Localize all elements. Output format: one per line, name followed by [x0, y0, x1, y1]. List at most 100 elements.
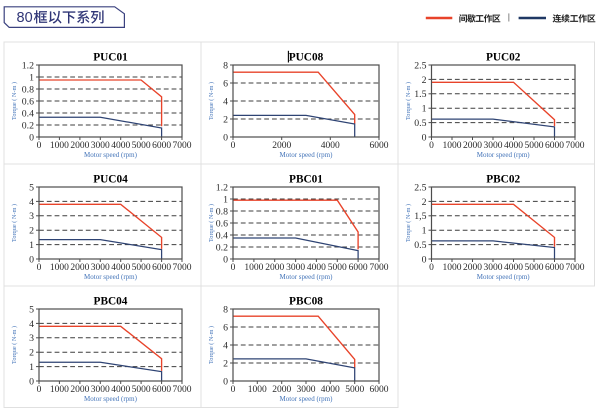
svg-text:2.5: 2.5 [414, 182, 426, 193]
svg-text:7000: 7000 [566, 263, 585, 273]
svg-text:1: 1 [29, 240, 34, 251]
svg-text:4000: 4000 [321, 385, 340, 395]
svg-text:2.5: 2.5 [414, 60, 426, 71]
svg-text:2: 2 [223, 114, 228, 125]
svg-text:5000: 5000 [132, 385, 151, 395]
svg-text:0.8: 0.8 [216, 206, 228, 217]
svg-text:2000: 2000 [70, 263, 89, 273]
svg-text:1000: 1000 [50, 141, 69, 151]
svg-text:Torque ( N-m ): Torque ( N-m ) [11, 82, 18, 120]
svg-text:1.2: 1.2 [22, 60, 34, 71]
svg-text:1: 1 [29, 72, 34, 83]
svg-text:2000: 2000 [70, 141, 89, 151]
svg-text:2000: 2000 [463, 263, 482, 273]
svg-text:5000: 5000 [132, 141, 151, 151]
svg-text:0: 0 [422, 132, 427, 143]
svg-text:4000: 4000 [111, 385, 130, 395]
svg-text:0: 0 [231, 385, 236, 395]
svg-text:0.8: 0.8 [22, 84, 34, 95]
svg-text:1000: 1000 [50, 263, 69, 273]
svg-text:2: 2 [422, 197, 427, 208]
svg-text:0.2: 0.2 [22, 120, 34, 131]
svg-text:0.6: 0.6 [216, 218, 228, 229]
svg-text:2000: 2000 [272, 141, 291, 151]
svg-text:0.6: 0.6 [22, 96, 34, 107]
svg-text:5000: 5000 [525, 263, 544, 273]
svg-text:5000: 5000 [345, 385, 364, 395]
svg-text:0: 0 [429, 263, 434, 273]
svg-text:0: 0 [29, 254, 34, 265]
svg-text:0: 0 [37, 141, 42, 151]
svg-text:0.5: 0.5 [414, 118, 426, 129]
svg-text:7000: 7000 [173, 385, 192, 395]
svg-text:0.5: 0.5 [414, 240, 426, 251]
svg-text:2000: 2000 [70, 385, 89, 395]
svg-text:Torque ( N-m ): Torque ( N-m ) [405, 82, 412, 120]
svg-text:PBC02: PBC02 [486, 174, 520, 186]
svg-text:5: 5 [29, 304, 34, 315]
svg-text:Motor speed (rpm): Motor speed (rpm) [280, 151, 334, 159]
svg-text:PUC04: PUC04 [93, 174, 128, 186]
svg-text:6000: 6000 [152, 385, 171, 395]
svg-text:1: 1 [422, 226, 427, 237]
svg-text:1.5: 1.5 [414, 89, 426, 100]
svg-text:Torque ( N-m ): Torque ( N-m ) [208, 326, 215, 364]
svg-text:1: 1 [29, 362, 34, 373]
svg-text:Torque ( N-m ): Torque ( N-m ) [208, 204, 215, 242]
svg-text:2: 2 [29, 348, 34, 359]
svg-text:1.2: 1.2 [216, 182, 228, 193]
svg-text:4000: 4000 [111, 141, 130, 151]
svg-text:1000: 1000 [443, 263, 462, 273]
svg-text:2000: 2000 [265, 263, 284, 273]
svg-text:6000: 6000 [370, 141, 389, 151]
svg-text:8: 8 [223, 304, 228, 315]
svg-text:4: 4 [223, 96, 228, 107]
svg-text:7000: 7000 [173, 263, 192, 273]
svg-text:3: 3 [29, 211, 34, 222]
svg-text:4000: 4000 [504, 263, 523, 273]
svg-text:Torque ( N-m ): Torque ( N-m ) [208, 82, 215, 120]
svg-text:6000: 6000 [349, 263, 368, 273]
svg-text:6: 6 [223, 322, 228, 333]
svg-text:2: 2 [422, 75, 427, 86]
svg-text:4: 4 [29, 197, 34, 208]
svg-text:0: 0 [231, 141, 236, 151]
svg-text:3000: 3000 [484, 141, 503, 151]
svg-text:2000: 2000 [272, 385, 291, 395]
svg-text:4000: 4000 [504, 141, 523, 151]
svg-text:3000: 3000 [286, 263, 305, 273]
svg-text:3000: 3000 [91, 141, 110, 151]
svg-text:4000: 4000 [321, 141, 340, 151]
svg-text:Motor speed (rpm): Motor speed (rpm) [84, 273, 138, 281]
svg-text:Motor speed (rpm): Motor speed (rpm) [477, 151, 531, 159]
svg-text:6000: 6000 [152, 141, 171, 151]
svg-text:0.2: 0.2 [216, 242, 228, 253]
svg-text:1000: 1000 [244, 263, 263, 273]
svg-text:0: 0 [231, 263, 236, 273]
svg-text:Motor speed (rpm): Motor speed (rpm) [477, 273, 531, 281]
svg-text:Motor speed (rpm): Motor speed (rpm) [280, 273, 334, 281]
svg-text:Motor speed (rpm): Motor speed (rpm) [84, 395, 138, 403]
svg-text:Torque ( N-m ): Torque ( N-m ) [11, 326, 18, 364]
svg-text:2000: 2000 [463, 141, 482, 151]
svg-text:Torque ( N-m ): Torque ( N-m ) [11, 204, 18, 242]
svg-text:5000: 5000 [132, 263, 151, 273]
svg-text:2: 2 [29, 226, 34, 237]
svg-text:1: 1 [223, 194, 228, 205]
svg-text:PUC01: PUC01 [93, 52, 128, 64]
svg-text:3000: 3000 [484, 263, 503, 273]
svg-text:1,5: 1,5 [414, 211, 426, 222]
svg-text:0: 0 [429, 141, 434, 151]
svg-text:4: 4 [223, 340, 228, 351]
svg-text:6000: 6000 [152, 263, 171, 273]
svg-text:1: 1 [422, 104, 427, 115]
svg-text:5000: 5000 [525, 141, 544, 151]
svg-text:4000: 4000 [111, 263, 130, 273]
svg-text:0.4: 0.4 [216, 230, 228, 241]
svg-text:7000: 7000 [173, 141, 192, 151]
svg-text:Motor speed (rpm): Motor speed (rpm) [280, 395, 334, 403]
svg-text:Motor speed (rpm): Motor speed (rpm) [84, 151, 138, 159]
svg-text:6000: 6000 [545, 263, 564, 273]
svg-text:6000: 6000 [370, 385, 389, 395]
svg-text:80: 80 [17, 10, 33, 26]
